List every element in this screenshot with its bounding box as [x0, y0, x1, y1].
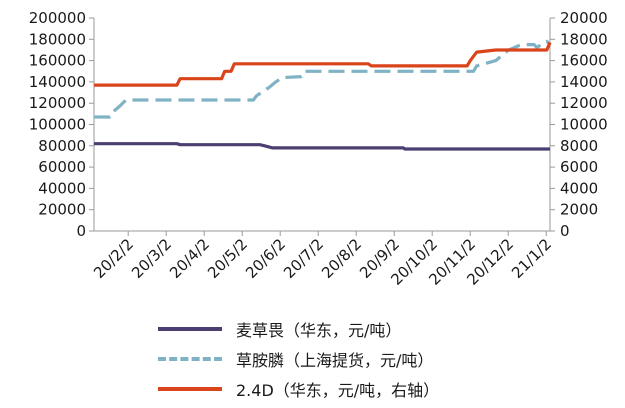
x-tick-label: 20/8/2	[318, 235, 365, 282]
y-right-tick-label: 8000	[560, 137, 598, 155]
legend-swatch-24d	[158, 387, 222, 391]
y-left-tick-label: 140000	[29, 73, 86, 91]
y-left-tick-label: 200000	[29, 9, 86, 27]
series-layer	[94, 39, 552, 151]
y-left-tick-label: 100000	[29, 116, 86, 134]
x-tick-label: 20/5/2	[204, 235, 251, 282]
y-right-tick-label: 18000	[560, 30, 608, 48]
y-right-tick-label: 6000	[560, 158, 598, 176]
x-tick-labels: 20/2/220/3/220/4/220/5/220/6/220/7/220/8…	[90, 231, 555, 289]
series-line-glufosinate	[94, 39, 552, 119]
y-left-tick-labels: 0 20000 40000 60000 80000 100000 120000 140000 1…	[29, 9, 94, 240]
legend-label-glufosinate: 草胺膦（上海提货，元/吨）	[236, 351, 434, 370]
legend: 麦草畏（华东，元/吨） 草胺膦（上海提货，元/吨） 2.4D（华东，元/吨，右轴…	[158, 314, 439, 404]
y-right-tick-label: 10000	[560, 116, 608, 134]
legend-item-24d: 2.4D（华东，元/吨，右轴）	[158, 374, 439, 404]
y-left-tick-label: 120000	[29, 94, 86, 112]
x-tick-label: 20/2/2	[90, 235, 137, 282]
y-right-tick-labels: 0 2000 4000 6000 8000 10000 12000 14000 16000 180…	[550, 9, 608, 240]
x-tick-label: 20/4/2	[166, 235, 213, 282]
y-left-tick-label: 0	[76, 222, 86, 240]
y-right-tick-label: 0	[560, 222, 570, 240]
y-left-tick-label: 20000	[38, 201, 86, 219]
x-tick-label: 20/3/2	[128, 235, 175, 282]
y-right-tick-label: 2000	[560, 201, 598, 219]
legend-swatch-glufosinate	[158, 357, 222, 361]
y-right-tick-label: 4000	[560, 179, 598, 197]
legend-label-dicamba: 麦草畏（华东，元/吨）	[236, 321, 402, 340]
y-left-tick-label: 80000	[38, 137, 86, 155]
series-line-24d	[94, 41, 552, 87]
y-right-tick-label: 20000	[560, 9, 608, 27]
y-right-tick-label: 16000	[560, 52, 608, 70]
chart-svg: 0200004000060000800001000001200001400001…	[29, 9, 608, 289]
y-right-tick-label: 14000	[560, 73, 608, 91]
y-left-tick-label: 60000	[38, 158, 86, 176]
x-tick-label: 21/1/2	[508, 235, 555, 282]
x-tick-label: 20/7/2	[280, 235, 327, 282]
y-left-tick-label: 40000	[38, 179, 86, 197]
y-left-tick-label: 160000	[29, 52, 86, 70]
legend-item-glufosinate: 草胺膦（上海提货，元/吨）	[158, 344, 439, 374]
legend-item-dicamba: 麦草畏（华东，元/吨）	[158, 314, 439, 344]
series-line-dicamba	[94, 142, 550, 151]
legend-swatch-dicamba	[158, 327, 222, 331]
x-tick-label: 20/6/2	[242, 235, 289, 282]
y-left-tick-label: 180000	[29, 30, 86, 48]
y-right-tick-label: 12000	[560, 94, 608, 112]
legend-label-24d: 2.4D（华东，元/吨，右轴）	[236, 381, 440, 400]
plot-area	[93, 18, 551, 232]
